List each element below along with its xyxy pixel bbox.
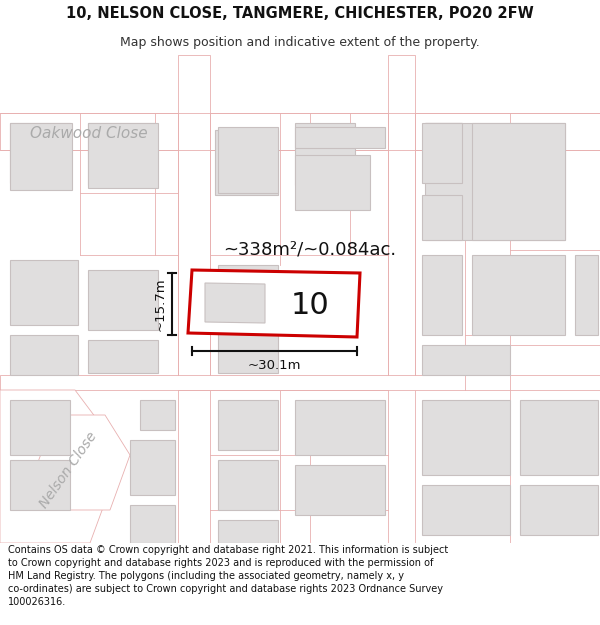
Polygon shape [472, 123, 565, 240]
Text: Nelson Close: Nelson Close [37, 429, 100, 511]
Polygon shape [295, 155, 370, 210]
Polygon shape [10, 335, 78, 375]
Polygon shape [10, 260, 78, 325]
Polygon shape [10, 400, 70, 455]
Polygon shape [10, 123, 72, 190]
Text: ~338m²/~0.084ac.: ~338m²/~0.084ac. [223, 241, 397, 259]
Polygon shape [422, 255, 462, 335]
Text: 10, NELSON CLOSE, TANGMERE, CHICHESTER, PO20 2FW: 10, NELSON CLOSE, TANGMERE, CHICHESTER, … [66, 6, 534, 21]
Polygon shape [205, 283, 265, 323]
Polygon shape [520, 485, 598, 535]
Polygon shape [422, 400, 510, 475]
Text: 10: 10 [290, 291, 329, 319]
Polygon shape [422, 123, 462, 183]
Polygon shape [295, 400, 385, 455]
Polygon shape [422, 195, 462, 240]
Polygon shape [215, 130, 278, 195]
Polygon shape [295, 123, 355, 185]
Polygon shape [88, 340, 158, 373]
Polygon shape [88, 123, 155, 185]
Polygon shape [425, 123, 462, 183]
Text: ~15.7m: ~15.7m [154, 278, 167, 331]
Polygon shape [520, 400, 598, 475]
Polygon shape [218, 265, 278, 305]
Polygon shape [0, 390, 115, 543]
Polygon shape [188, 270, 360, 337]
Polygon shape [295, 465, 385, 515]
Text: Oakwood Close: Oakwood Close [30, 126, 148, 141]
Polygon shape [10, 123, 70, 183]
Polygon shape [295, 127, 385, 148]
Text: Contains OS data © Crown copyright and database right 2021. This information is : Contains OS data © Crown copyright and d… [8, 546, 448, 607]
Polygon shape [0, 113, 600, 150]
Polygon shape [10, 460, 70, 510]
Polygon shape [130, 505, 175, 543]
Polygon shape [88, 270, 158, 330]
Polygon shape [0, 375, 600, 390]
Polygon shape [422, 345, 510, 375]
Polygon shape [218, 313, 278, 373]
Polygon shape [575, 255, 598, 335]
Polygon shape [218, 127, 278, 193]
Polygon shape [218, 520, 278, 543]
Polygon shape [130, 440, 175, 495]
Polygon shape [35, 415, 130, 510]
Text: Map shows position and indicative extent of the property.: Map shows position and indicative extent… [120, 36, 480, 49]
Polygon shape [425, 123, 565, 240]
Polygon shape [425, 123, 462, 145]
Polygon shape [218, 400, 278, 450]
Polygon shape [88, 123, 158, 188]
Polygon shape [218, 460, 278, 510]
Text: ~30.1m: ~30.1m [248, 359, 301, 372]
Polygon shape [140, 400, 175, 430]
Polygon shape [422, 485, 510, 535]
Polygon shape [388, 55, 415, 543]
Polygon shape [178, 55, 210, 543]
Polygon shape [472, 255, 565, 335]
